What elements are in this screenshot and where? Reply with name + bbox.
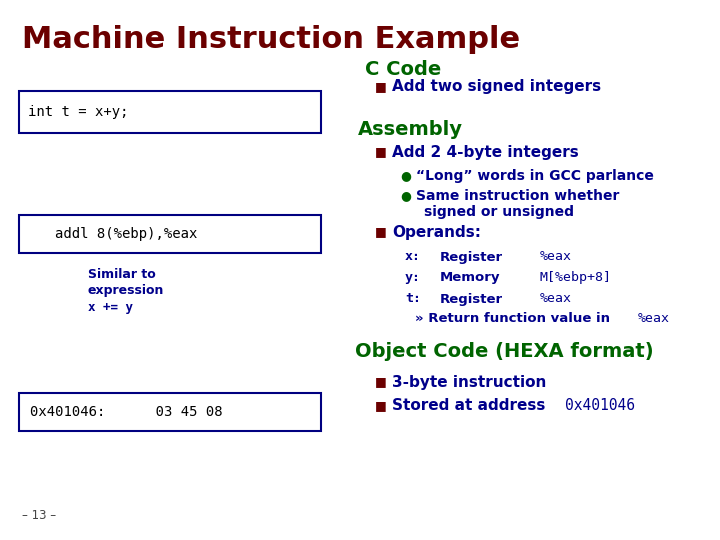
Text: expression: expression <box>88 284 164 297</box>
Text: – 13 –: – 13 – <box>22 509 56 522</box>
Text: ■: ■ <box>375 226 387 239</box>
Text: ●: ● <box>400 190 411 202</box>
Text: %eax: %eax <box>540 251 572 264</box>
Text: addl 8(%ebp),%eax: addl 8(%ebp),%eax <box>55 227 197 241</box>
Text: t:: t: <box>405 293 421 306</box>
Text: int t = x+y;: int t = x+y; <box>28 105 128 119</box>
Text: x += y: x += y <box>88 301 133 314</box>
FancyBboxPatch shape <box>19 393 321 431</box>
Text: Add 2 4-byte integers: Add 2 4-byte integers <box>392 145 579 159</box>
Text: 0x401046: 0x401046 <box>565 399 635 414</box>
Text: ■: ■ <box>375 375 387 388</box>
Text: signed or unsigned: signed or unsigned <box>424 205 574 219</box>
Text: Add two signed integers: Add two signed integers <box>392 79 601 94</box>
Text: Similar to: Similar to <box>88 268 156 281</box>
Text: ●: ● <box>400 170 411 183</box>
Text: 0x401046:      03 45 08: 0x401046: 03 45 08 <box>30 405 222 419</box>
FancyBboxPatch shape <box>19 215 321 253</box>
Text: 3-byte instruction: 3-byte instruction <box>392 375 546 389</box>
Text: y:: y: <box>405 272 421 285</box>
Text: Stored at address: Stored at address <box>392 399 551 414</box>
Text: » Return function value in: » Return function value in <box>415 313 615 326</box>
Text: %eax: %eax <box>540 293 572 306</box>
FancyBboxPatch shape <box>19 91 321 133</box>
Text: ■: ■ <box>375 400 387 413</box>
Text: Object Code (HEXA format): Object Code (HEXA format) <box>355 342 654 361</box>
Text: Operands:: Operands: <box>392 225 481 240</box>
Text: Assembly: Assembly <box>358 120 463 139</box>
Text: Same instruction whether: Same instruction whether <box>416 189 619 203</box>
Text: x:: x: <box>405 251 421 264</box>
Text: ■: ■ <box>375 145 387 159</box>
Text: Register: Register <box>440 293 503 306</box>
Text: Register: Register <box>440 251 503 264</box>
Text: “Long” words in GCC parlance: “Long” words in GCC parlance <box>416 169 654 183</box>
Text: Memory: Memory <box>440 272 500 285</box>
Text: %eax: %eax <box>638 313 670 326</box>
Text: M[%ebp+8]: M[%ebp+8] <box>540 272 612 285</box>
Text: C Code: C Code <box>365 60 441 79</box>
Text: ■: ■ <box>375 80 387 93</box>
Text: Machine Instruction Example: Machine Instruction Example <box>22 25 520 54</box>
